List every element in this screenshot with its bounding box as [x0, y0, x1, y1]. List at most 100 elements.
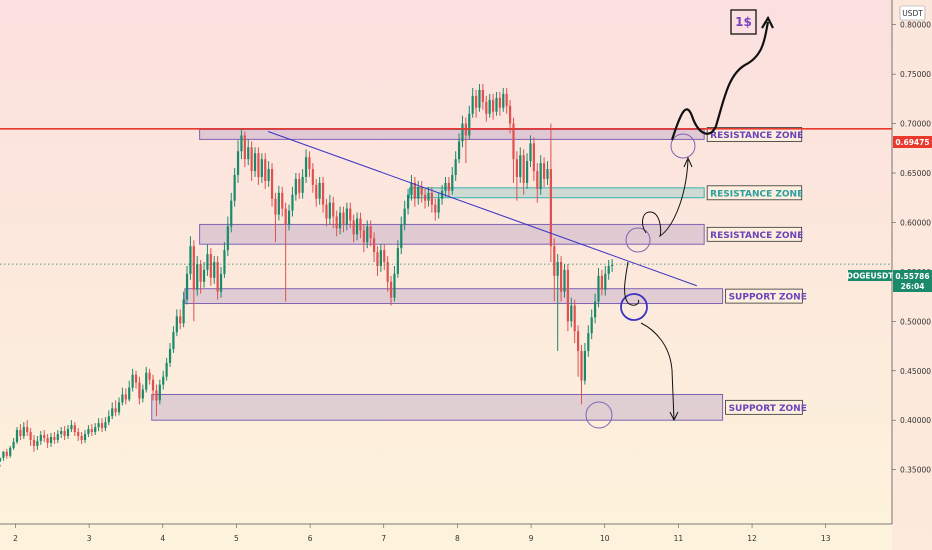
candle-body: [345, 208, 348, 225]
candle-body: [100, 423, 104, 429]
zone-label: RESISTANCE ZONE: [710, 131, 803, 141]
candle-body: [515, 159, 518, 177]
candle-body: [131, 374, 134, 388]
candle-body: [298, 178, 301, 193]
candle-body: [549, 169, 552, 247]
candle-body: [610, 264, 614, 266]
candle-body: [485, 101, 488, 114]
zone-rect: [184, 288, 724, 305]
candle-body: [257, 153, 260, 177]
candle-body: [522, 155, 525, 183]
candle-body: [209, 254, 212, 278]
candle-body: [590, 317, 593, 334]
candle-body: [165, 362, 168, 377]
candle-body: [145, 372, 148, 390]
candle-body: [185, 273, 189, 300]
candle-body: [233, 174, 236, 201]
candle-body: [179, 316, 182, 324]
candle-body: [175, 316, 178, 333]
candle-body: [9, 447, 12, 456]
candle-body: [80, 436, 83, 440]
candle-body: [301, 176, 304, 193]
zone-label: RESISTANCE ZONE: [710, 231, 803, 241]
candle-body: [597, 275, 600, 302]
candle-body: [213, 262, 216, 278]
x-tick-label: 6: [308, 534, 313, 543]
resistance-price-box: [893, 136, 932, 148]
y-tick-label: 0.70000: [900, 120, 931, 129]
candle-body: [440, 190, 444, 199]
zone-label-box: [725, 399, 803, 415]
zone-label: SUPPORT ZONE: [729, 404, 807, 414]
candle-body: [117, 402, 121, 413]
trend-line: [267, 131, 697, 287]
candle-body: [525, 161, 529, 183]
candle-body: [182, 299, 185, 324]
candle-body: [121, 394, 124, 403]
candle-body: [481, 89, 484, 102]
candle-body: [240, 135, 243, 152]
x-tick-label: 9: [529, 534, 534, 543]
candle-body: [15, 430, 19, 442]
candle-body: [94, 427, 97, 433]
candle-body: [189, 246, 192, 274]
candle-body: [396, 248, 399, 274]
currency-label: USDT: [902, 9, 923, 18]
candle-body: [284, 208, 287, 225]
x-tick-label: 10: [600, 534, 610, 543]
candle-body: [587, 333, 590, 351]
candle-body: [607, 265, 610, 274]
candle-body: [49, 436, 53, 443]
currency-box: [899, 5, 926, 21]
candle-body: [196, 263, 199, 290]
candle-body: [90, 429, 93, 433]
candle-body: [359, 218, 362, 231]
y-tick-label: 0.65000: [900, 169, 931, 178]
candle-body: [451, 174, 454, 191]
zone-label-box: [706, 226, 803, 242]
candle-body: [335, 216, 338, 229]
candle-body: [141, 389, 144, 399]
candle-body: [219, 273, 223, 292]
candle-body: [502, 93, 505, 108]
candle-body: [580, 350, 583, 381]
y-tick-label: 0.75000: [900, 70, 931, 79]
arrow-head: [761, 15, 774, 29]
candle-body: [583, 350, 586, 381]
target-box: [730, 9, 757, 35]
candle-body: [454, 159, 457, 175]
candle-body: [512, 123, 515, 160]
candle-body: [559, 262, 563, 292]
candle-body: [5, 451, 8, 456]
candle-body: [162, 376, 165, 385]
candle-body: [488, 99, 491, 114]
lines-layer: [0, 127, 892, 287]
candle-body: [315, 184, 318, 199]
candle-body: [0, 457, 2, 462]
candle-body: [12, 441, 15, 448]
candle-body: [19, 430, 22, 437]
candle-body: [563, 269, 566, 292]
candle-body: [495, 97, 498, 112]
candle-body: [532, 143, 535, 172]
candle-body: [355, 218, 359, 235]
candle-body: [87, 429, 90, 435]
candle-body: [264, 159, 267, 181]
candle-body: [287, 210, 291, 225]
candle-body: [556, 262, 559, 276]
y-tick-label: 0.40000: [900, 416, 931, 425]
y-tick-label: 0.45000: [900, 367, 931, 376]
candle-body: [427, 192, 430, 201]
symbol-tag: DOGEUSDT: [847, 272, 895, 281]
last-price: 0.55786: [895, 272, 929, 281]
candle-body: [519, 155, 522, 177]
candle-body: [536, 171, 539, 189]
candle-body: [22, 427, 25, 437]
candle-body: [206, 254, 209, 270]
candle-body: [332, 202, 335, 217]
candle-body: [444, 182, 447, 191]
target-label: 1$: [735, 15, 752, 29]
candle-body: [498, 97, 501, 108]
candle-body: [362, 230, 365, 243]
